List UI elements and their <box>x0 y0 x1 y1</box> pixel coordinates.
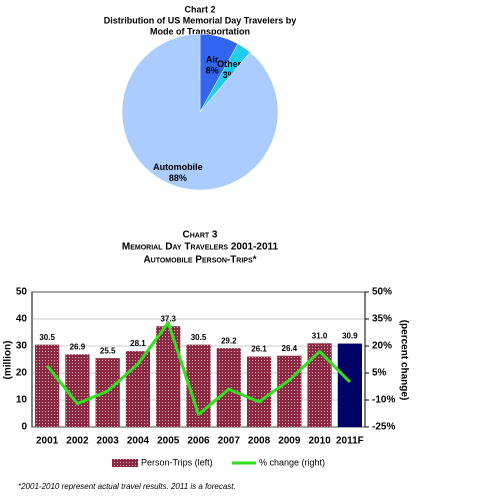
bar-value-label: 37.3 <box>160 314 176 323</box>
x-tick-label: 2008 <box>248 436 271 447</box>
bar <box>216 348 241 427</box>
y-tick-label: 10 <box>16 395 28 406</box>
line <box>45 321 351 416</box>
bar-value-label: 28.1 <box>130 339 146 348</box>
x-tick-label: 2002 <box>66 436 89 447</box>
bar-value-label: 31.0 <box>312 331 328 340</box>
x-tick-label: 2006 <box>187 436 210 447</box>
chart-title: Chart 2 <box>184 4 215 14</box>
slice-label: Automobile <box>153 162 203 172</box>
bar <box>156 326 181 427</box>
y2-axis-label: (percent change) <box>398 320 409 401</box>
x-tick-label: 2010 <box>308 436 331 447</box>
slice-value-label: 8% <box>206 66 219 76</box>
slice-value-label: 3% <box>223 70 236 80</box>
bar-value-label: 30.9 <box>342 332 358 341</box>
pie-slice <box>121 33 279 191</box>
y2-tick-label: -10% <box>372 395 395 406</box>
chart-subtitle: Memorial Day Travelers 2001-2011 <box>122 242 279 253</box>
bar-value-label: 26.4 <box>282 344 298 353</box>
x-tick-label: 2009 <box>278 436 301 447</box>
bar <box>277 355 302 427</box>
y-axis-label: (million) <box>3 341 14 380</box>
chart-subtitle: Mode of Transportation <box>150 26 250 36</box>
x-tick-label: 2007 <box>218 436 241 447</box>
footnote: *2001-2010 represent actual travel resul… <box>18 482 236 491</box>
x-tick-label: 2003 <box>97 436 120 447</box>
y-tick-label: 30 <box>16 341 28 352</box>
legend-label: % change (right) <box>259 457 325 467</box>
chart-subtitle: Automobile Person-Trips* <box>143 255 256 266</box>
slice-label: Air <box>206 55 219 65</box>
bar-value-label: 26.1 <box>251 345 267 354</box>
bar <box>35 344 60 427</box>
y2-tick-label: 50% <box>372 287 392 298</box>
slice-label: Other <box>217 59 242 69</box>
y-tick-label: 40 <box>16 314 28 325</box>
bar-value-label: 30.5 <box>191 333 207 342</box>
bar-value-label: 26.9 <box>70 342 86 351</box>
legend-label: Person-Trips (left) <box>141 457 213 467</box>
y2-tick-label: 5% <box>372 368 387 379</box>
bar <box>307 343 332 427</box>
y-tick-label: 20 <box>16 368 28 379</box>
bar-value-label: 29.2 <box>221 336 237 345</box>
bar-value-label: 30.5 <box>39 333 55 342</box>
bar <box>337 343 362 427</box>
x-tick-label: 2001 <box>36 436 59 447</box>
y2-tick-label: 20% <box>372 341 392 352</box>
bar-value-label: 25.5 <box>100 346 116 355</box>
y-tick-label: 50 <box>16 287 28 298</box>
legend-swatch <box>112 459 138 467</box>
y-tick-label: 0 <box>21 422 27 433</box>
x-tick-label: 2004 <box>127 436 150 447</box>
bar <box>65 354 90 427</box>
slice-value-label: 88% <box>169 173 187 183</box>
x-tick-label: 2011F <box>336 436 364 447</box>
chart-title: Chart 3 <box>182 230 217 241</box>
x-tick-label: 2005 <box>157 436 180 447</box>
y2-tick-label: 35% <box>372 314 392 325</box>
y2-tick-label: -25% <box>372 422 395 433</box>
chart-subtitle: Distribution of US Memorial Day Traveler… <box>104 15 297 25</box>
bar <box>246 356 272 427</box>
